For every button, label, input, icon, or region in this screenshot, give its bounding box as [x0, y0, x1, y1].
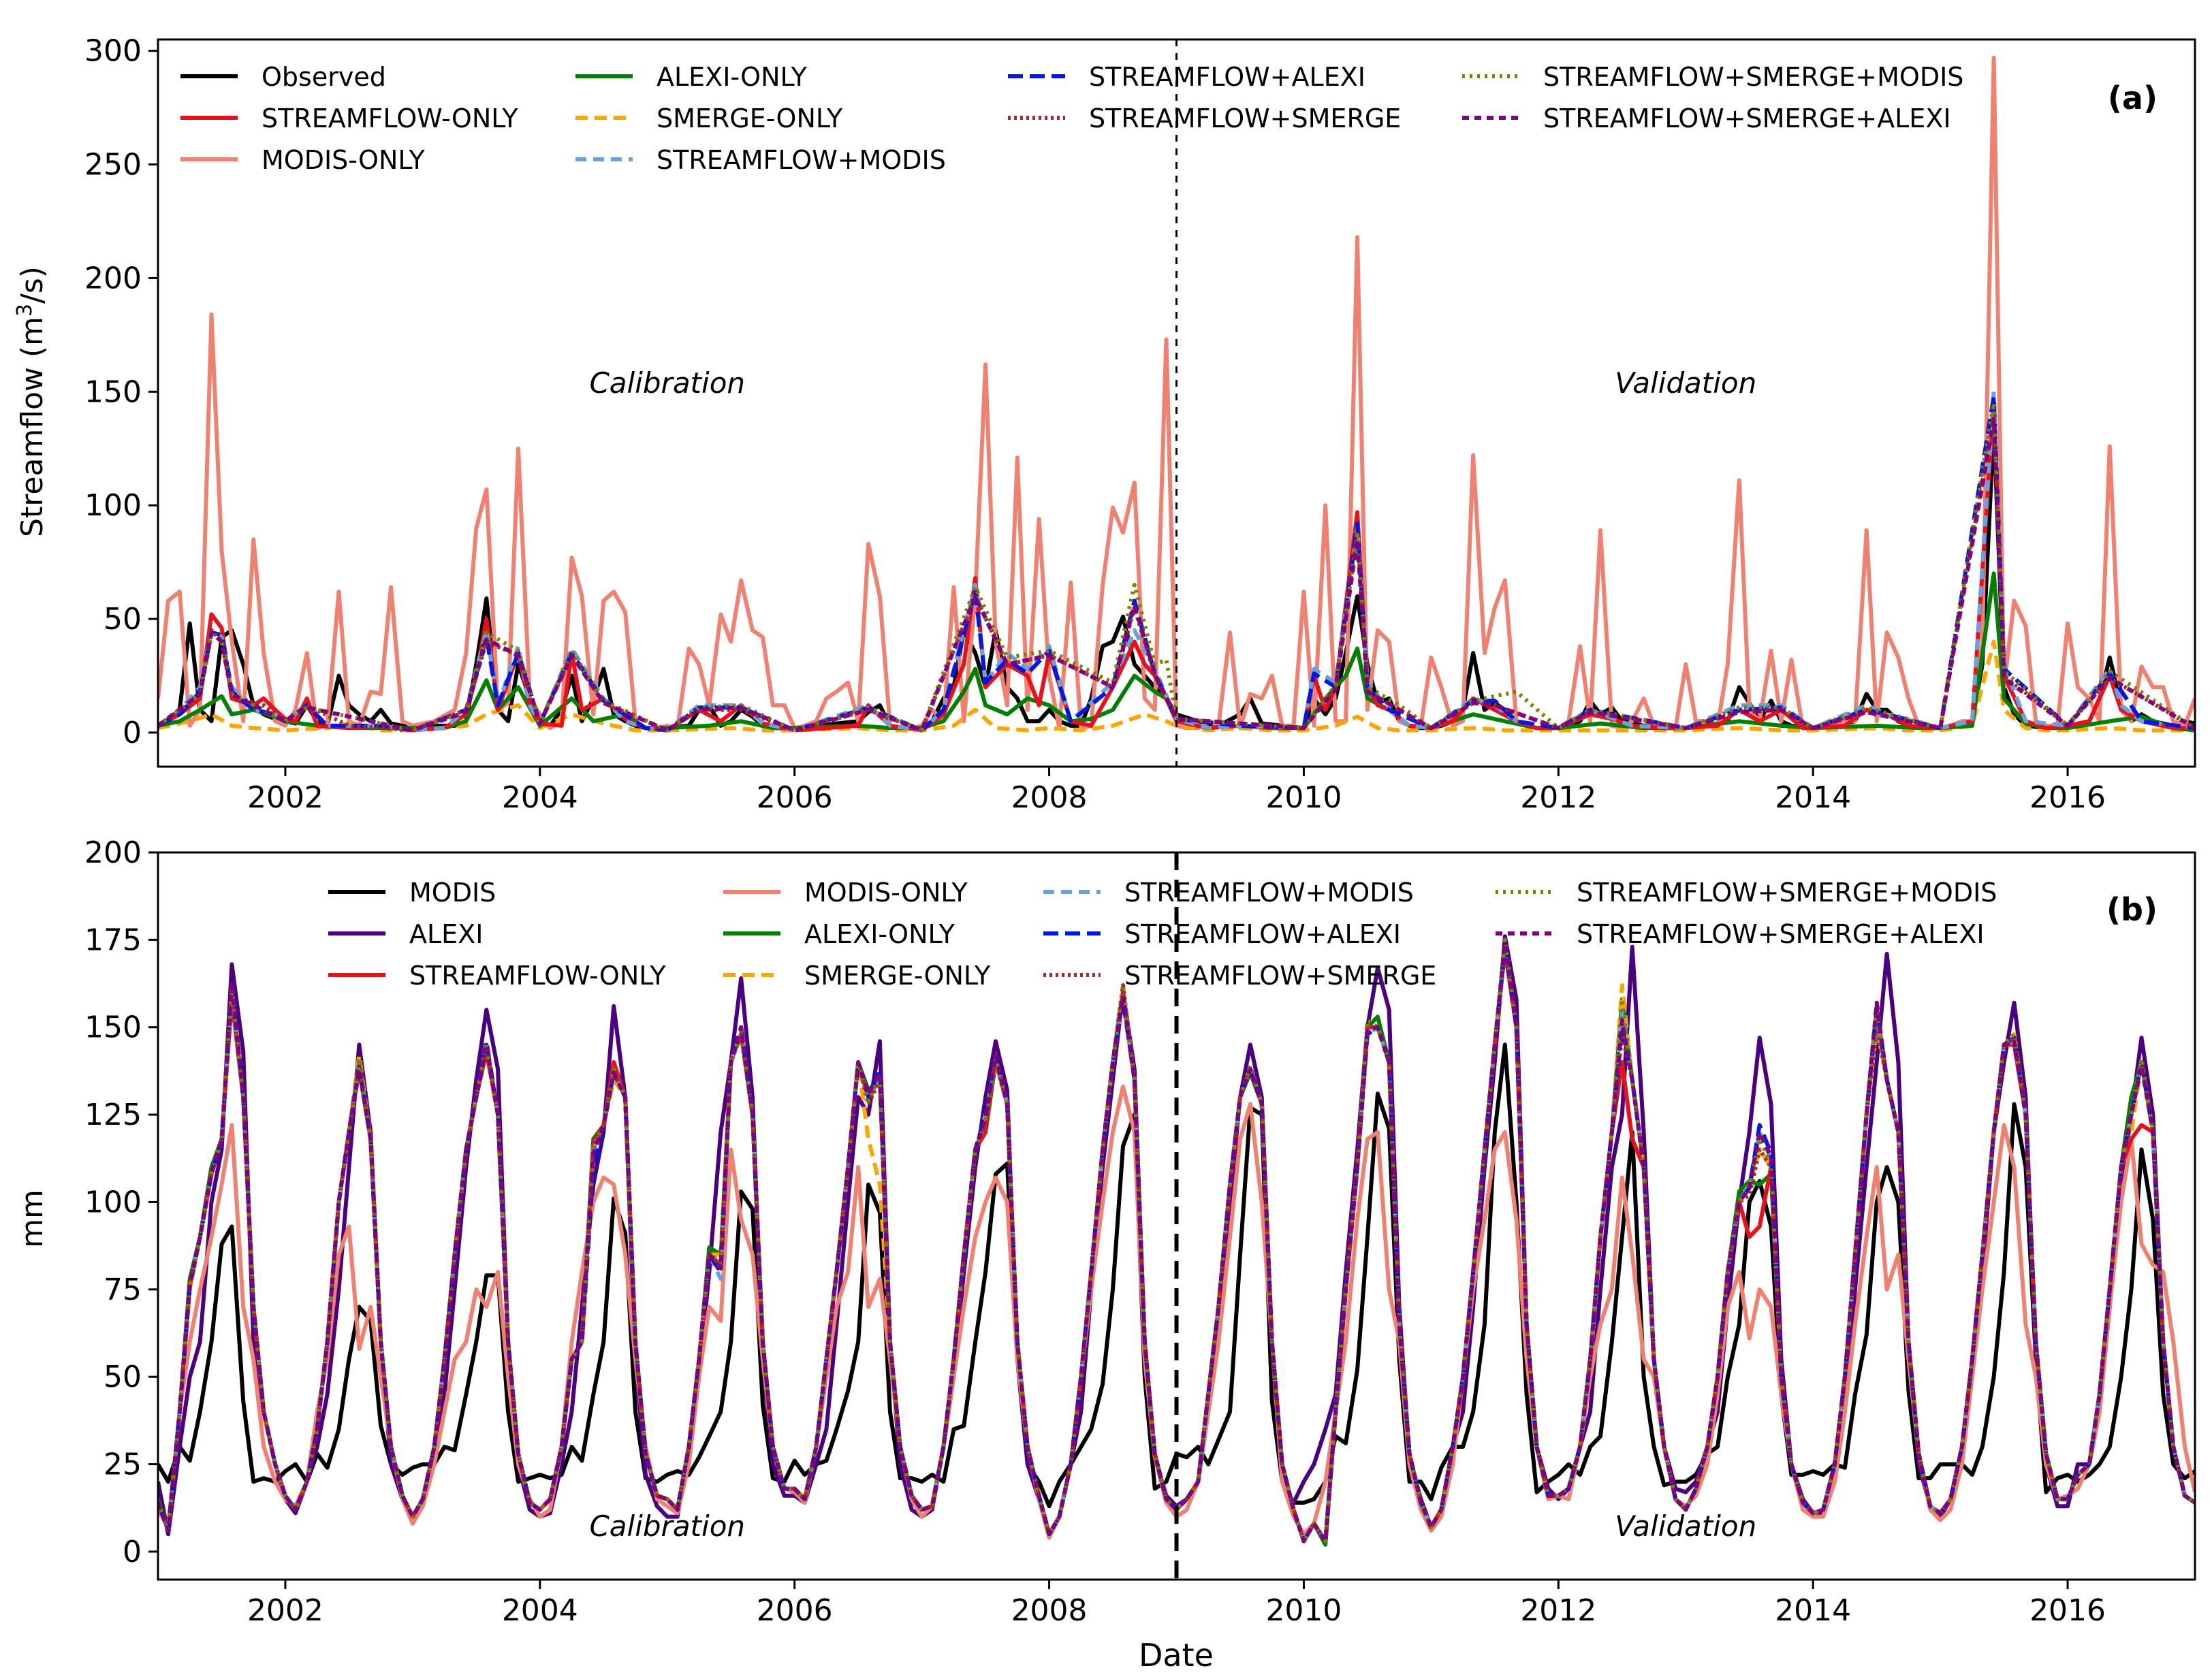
panel-a-frame: [157, 38, 2196, 768]
panel-b-ytick-label: 125: [84, 1098, 142, 1132]
panel-b-ytick-label: 200: [84, 835, 142, 870]
panel-b-xtick-label: 2012: [1520, 1593, 1596, 1628]
panel-b-xtick-label: 2006: [757, 1593, 833, 1628]
panel-a-xtick-label: 2006: [757, 780, 833, 815]
panel-a-legend-label: MODIS-ONLY: [262, 145, 426, 175]
panel-a-ylabel-tail: /s): [15, 266, 50, 304]
panel-a-ylabel: Streamflow (m3/s): [13, 266, 50, 537]
panel-a-ytick-label: 50: [104, 602, 142, 637]
panel-a-series: [158, 55, 2195, 733]
panel-a-annotation-validation: Validation: [1615, 366, 1756, 400]
panel-a-ytick-label: 150: [84, 374, 142, 409]
panel-b-xtick-label: 2014: [1775, 1593, 1851, 1628]
panel-b-legend-label: STREAMFLOW+SMERGE: [1124, 961, 1436, 991]
panel-b-legend-label: ALEXI-ONLY: [804, 919, 955, 949]
panel-b-ytick-label: 50: [104, 1360, 142, 1394]
panel-b-ylabel: mm: [15, 1189, 50, 1248]
panel-a-xtick-label: 2012: [1520, 780, 1596, 815]
panel-b-legend-label: STREAMFLOW+SMERGE+ALEXI: [1577, 919, 1985, 949]
panel-b-legend-label: STREAMFLOW-ONLY: [409, 961, 666, 991]
panel-b-legend-label: ALEXI: [409, 919, 483, 949]
panel-a-ylabel-sup: 3: [13, 304, 37, 317]
panel-a-legend-label: STREAMFLOW+SMERGE+MODIS: [1543, 62, 1963, 92]
panel-a-xtick-label: 2016: [2029, 780, 2106, 815]
panel-b-annotation-calibration: Calibration: [589, 1509, 745, 1543]
panel-a-label: (a): [2108, 80, 2158, 116]
panel-a-xtick-label: 2008: [1011, 780, 1088, 815]
panel-a-xtick-label: 2002: [247, 780, 323, 815]
panel-a-series-line-streamflow-smerge-modis: [158, 401, 2195, 733]
panel-b-legend-label: STREAMFLOW+MODIS: [1124, 878, 1414, 908]
panel-b-ytick-label: 150: [84, 1010, 142, 1045]
panel-a-legend-label: SMERGE-ONLY: [657, 103, 843, 133]
panel-b-frame: [157, 851, 2196, 1581]
panel-b-legend-label: STREAMFLOW+SMERGE+MODIS: [1577, 878, 1997, 908]
x-axis-label: Date: [1139, 1637, 1214, 1674]
panel-a-xtick-label: 2014: [1775, 780, 1851, 815]
panel-b-ytick-label: 100: [84, 1185, 142, 1219]
panel-b-xtick-label: 2010: [1265, 1593, 1342, 1628]
panel-b-legend-label: SMERGE-ONLY: [804, 961, 991, 991]
panel-b-ytick-label: 175: [84, 923, 142, 957]
panel-a-streamflow: 2002 2004 2006 2008 2010 2012 2014 2016 0 50 100 15…: [13, 34, 2196, 815]
panel-b-xtick-label: 2002: [247, 1593, 323, 1628]
panel-a-legend-label: Observed: [262, 62, 386, 92]
panel-b-legend-label: STREAMFLOW+ALEXI: [1124, 919, 1401, 949]
panel-a-legend-label: STREAMFLOW+SMERGE+ALEXI: [1543, 103, 1951, 133]
panel-a-legend-label: ALEXI-ONLY: [657, 62, 808, 92]
panel-a-legend-label: STREAMFLOW+ALEXI: [1089, 62, 1365, 92]
panel-b-marks: 2002 2004 2006 2008 2010 2012 2014 2016 0 25 50 75 1…: [84, 835, 2196, 1628]
panel-b-annotation-validation: Validation: [1615, 1509, 1756, 1543]
panel-a-legend-label: STREAMFLOW-ONLY: [262, 103, 518, 133]
panel-b-ytick-label: 25: [104, 1448, 142, 1482]
panel-b-legend-label: MODIS-ONLY: [804, 878, 968, 908]
panel-a-series-line-smerge-only: [158, 639, 2195, 733]
panel-a-legend-label: STREAMFLOW+MODIS: [657, 145, 946, 175]
panel-b-ytick-label: 75: [104, 1273, 142, 1307]
panel-b-xtick-label: 2016: [2029, 1593, 2106, 1628]
panel-a-ytick-label: 100: [84, 488, 142, 523]
panel-a-xtick-label: 2010: [1265, 780, 1342, 815]
panel-b-ytick-label: 0: [123, 1535, 142, 1569]
panel-b-xtick-label: 2008: [1011, 1593, 1088, 1628]
panel-a-marks: 2002 2004 2006 2008 2010 2012 2014 2016 0 50 100 15…: [84, 34, 2196, 815]
panel-b-label: (b): [2106, 891, 2158, 928]
panel-a-series-line-streamflow-smerge-alexi: [158, 417, 2195, 733]
panel-b-legend-label: MODIS: [409, 878, 496, 908]
panel-a-ytick-label: 200: [84, 261, 142, 295]
panel-a-ytick-label: 300: [84, 34, 142, 69]
panel-b-xtick-label: 2004: [502, 1593, 578, 1628]
panel-a-ytick-label: 250: [84, 148, 142, 182]
panel-a-xtick-label: 2004: [502, 780, 578, 815]
panel-a-ytick-label: 0: [123, 716, 142, 750]
panel-a-ylabel-text: Streamflow (m: [15, 317, 50, 537]
panel-a-legend-label: STREAMFLOW+SMERGE: [1089, 103, 1401, 133]
panel-a-annotation-calibration: Calibration: [589, 366, 745, 400]
panel-b-mm: 2002 2004 2006 2008 2010 2012 2014 2016 0 25 50 75 1…: [15, 835, 2196, 1628]
